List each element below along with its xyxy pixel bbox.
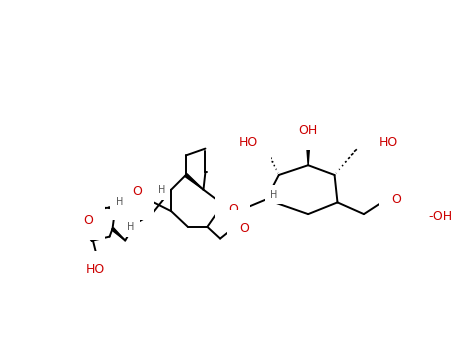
Polygon shape [111,228,125,240]
Text: H: H [116,197,123,208]
Text: O: O [132,185,142,198]
Polygon shape [306,139,310,165]
Polygon shape [185,174,203,190]
Text: O: O [240,222,249,235]
Text: HO: HO [379,136,398,149]
Text: H: H [158,185,165,195]
Polygon shape [223,204,236,228]
Text: HO: HO [239,136,258,149]
Text: O: O [228,203,238,216]
Text: OH: OH [298,125,318,138]
Text: -OH: -OH [429,210,453,223]
Text: HO: HO [86,264,106,276]
Text: O: O [83,215,93,228]
Polygon shape [80,227,94,242]
Text: HO: HO [122,195,142,208]
Text: H: H [270,190,278,200]
Text: O: O [391,193,401,206]
Text: H: H [127,222,135,232]
